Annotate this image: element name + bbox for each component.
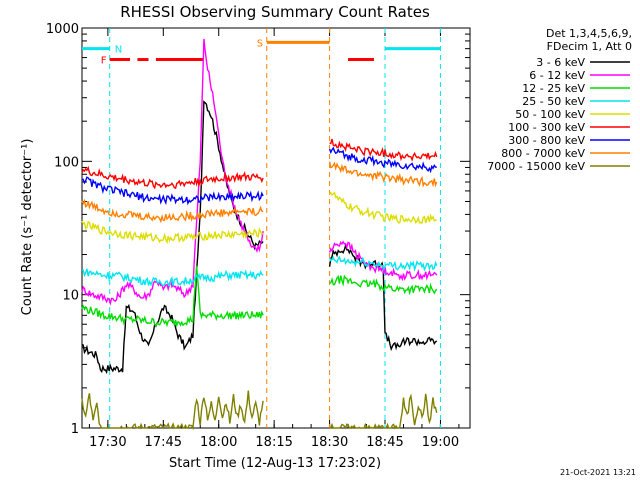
legend-entry-label: 3 - 6 keV <box>536 56 585 69</box>
chart-title: RHESSI Observing Summary Count Rates <box>120 3 430 21</box>
legend-entry-label: 12 - 25 keV <box>522 82 585 95</box>
series-line <box>81 265 264 328</box>
series-line <box>81 198 264 224</box>
y-tick-label: 1 <box>71 422 79 437</box>
x-tick-label: 18:30 <box>311 435 348 450</box>
y-tick-label: 1000 <box>46 22 79 37</box>
plot-frame <box>81 27 471 429</box>
flag-label: N <box>115 45 122 56</box>
series-line <box>329 191 438 225</box>
x-tick-label: 19:00 <box>422 435 459 450</box>
series-line <box>328 240 438 282</box>
y-tick-label: 100 <box>54 155 79 170</box>
x-tick-label: 17:30 <box>89 435 126 450</box>
legend-entry-label: 300 - 800 keV <box>508 134 585 147</box>
x-axis-label: Start Time (12-Aug-13 17:23:02) <box>169 456 381 471</box>
x-tick-label: 18:15 <box>255 435 292 450</box>
legend-entry-label: 50 - 100 keV <box>515 108 585 121</box>
series-line <box>81 100 264 375</box>
legend-entry-label: 100 - 300 keV <box>508 121 585 134</box>
flag-label: F <box>101 56 107 67</box>
x-tick-label: 18:45 <box>366 435 403 450</box>
flag-label: S <box>257 38 263 49</box>
series-line <box>81 268 264 288</box>
legend-header-line-2: FDecim 1, Att 0 <box>547 40 632 53</box>
footer-date: 21-Oct-2021 13:21 <box>560 468 636 477</box>
series-line <box>328 242 438 352</box>
x-tick-label: 17:45 <box>145 435 182 450</box>
y-tick-label: 10 <box>62 289 79 304</box>
plot-area: 17:30 17:45 18:00 18:15 18:30 18:45 19:00 1 10 10… <box>46 22 471 450</box>
y-axis-label: Count Rate (s⁻¹ detector⁻¹) <box>20 139 35 316</box>
series-line <box>81 38 264 306</box>
legend-entry-label: 6 - 12 keV <box>529 69 585 82</box>
series-line <box>329 138 438 162</box>
series-line <box>328 161 438 188</box>
series-line <box>329 274 438 296</box>
legend-entry-label: 25 - 50 keV <box>522 95 585 108</box>
series-line <box>81 390 264 431</box>
legend-entry-label: 7000 - 15000 keV <box>487 160 585 173</box>
series-line <box>81 165 264 190</box>
series-line <box>81 176 264 206</box>
legend-entry-label: 800 - 7000 keV <box>501 147 585 160</box>
series-line <box>329 393 438 430</box>
series-line <box>81 220 264 245</box>
legend-header-line-1: Det 1,3,4,5,6,9, <box>546 27 632 40</box>
x-tick-label: 18:00 <box>200 435 237 450</box>
series-line <box>328 146 437 174</box>
series-line <box>328 255 438 272</box>
